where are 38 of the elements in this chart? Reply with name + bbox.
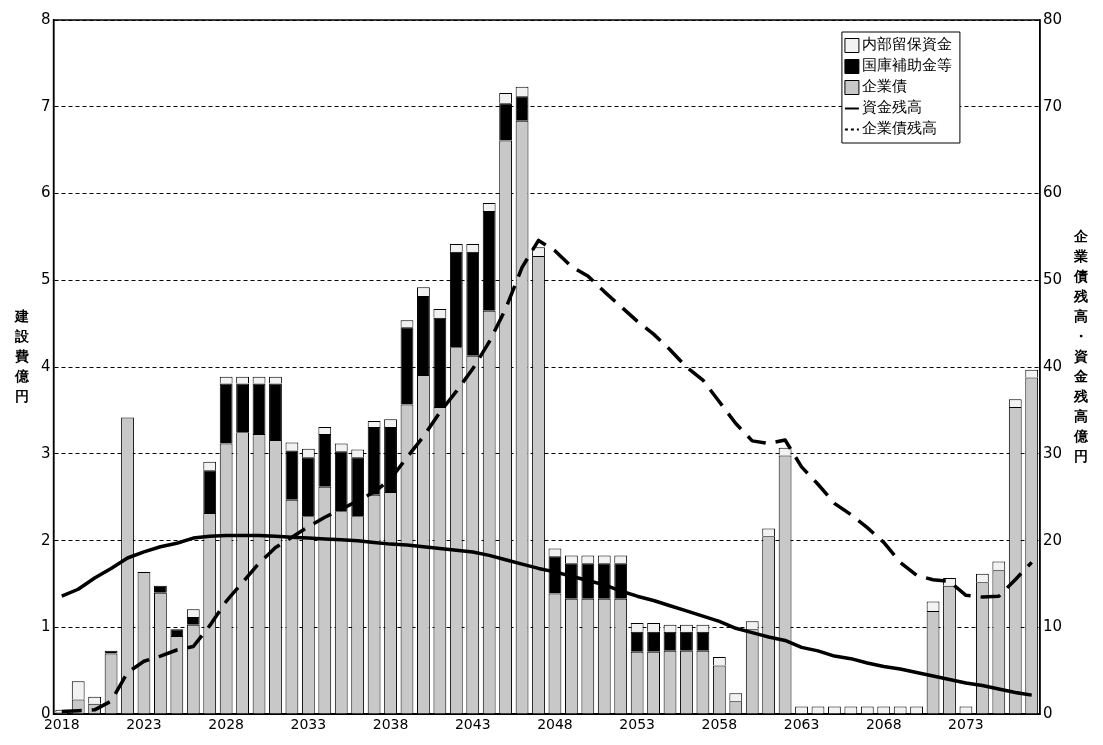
x-tick-label: 2023 [126,716,162,733]
y2-tick-label: 70 [1042,96,1063,115]
bar [384,426,397,493]
legend-label: 企業債残高 [861,119,937,138]
y2-tick-label: 10 [1042,617,1063,636]
y2-tick-label: 30 [1042,443,1063,462]
y2-tick-label: 0 [1042,704,1053,723]
y-tick-label: 6 [41,183,51,202]
x-tick-label: 2063 [783,716,820,733]
y-tick-label: 7 [41,96,51,115]
legend-label: 国庫補助金等 [861,56,952,75]
y-tick-label: 4 [41,356,51,375]
x-tick-label: 2043 [454,716,491,733]
y2-tick-label: 80 [1042,9,1063,28]
bar [417,295,430,375]
y-tick-label: 5 [41,270,51,289]
y-axis-title: 建設費億円 [14,307,30,404]
text: 企業債残高・資金残高億円 [1074,227,1088,464]
x-tick-label: 2058 [701,716,738,733]
legend-label: 内部留保資金 [861,35,952,54]
x-tick-label: 2038 [372,716,409,733]
x-tick-label: 2033 [290,716,327,733]
y-tick-label: 3 [41,443,51,462]
y2-tick-label: 20 [1042,530,1063,549]
y-tick-label: 1 [41,617,51,636]
y-tick-label: 8 [41,9,51,28]
y2-tick-label: 50 [1042,270,1063,289]
y-tick-label: 2 [41,530,51,549]
x-tick-label: 2028 [208,716,244,733]
x-tick-label: 2053 [619,716,655,733]
x-tick-label: 2068 [865,716,902,733]
legend-label: 企業債 [861,77,907,96]
x-tick-label: 2048 [537,716,573,733]
legend-label: 資金残高 [861,98,922,117]
y2-tick-label: 60 [1042,183,1063,202]
bar [269,383,282,440]
x-tick-label: 2073 [948,716,984,733]
y2-tick-label: 40 [1042,356,1063,375]
